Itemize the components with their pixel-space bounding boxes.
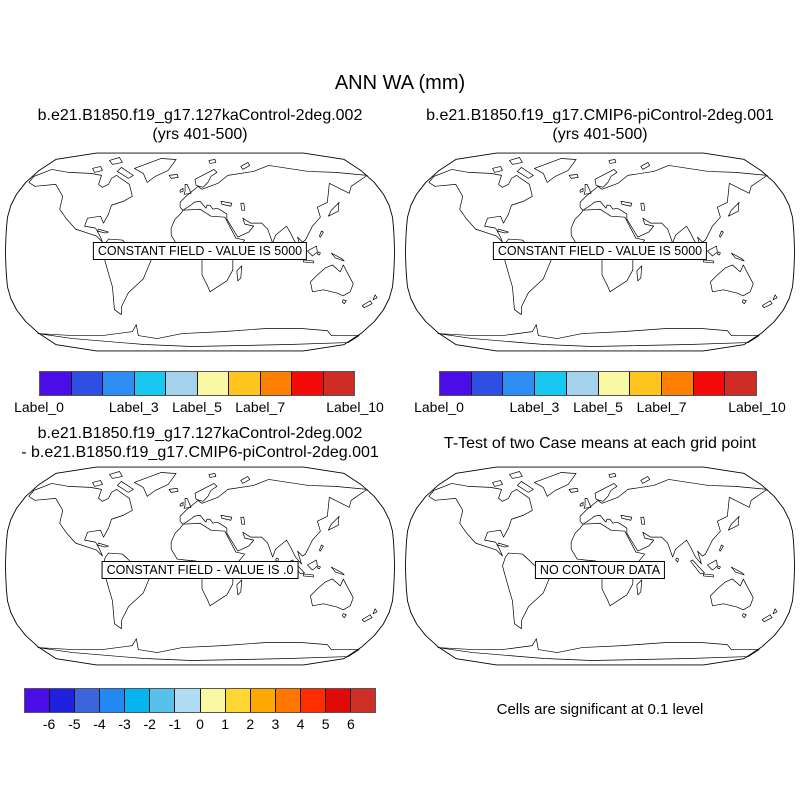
colorbar-segment (25, 689, 50, 712)
colorbar-tick-label: -1 (168, 716, 182, 732)
colorbar-tick-label: Label_5 (172, 399, 222, 415)
colorbar-tick-label: Label_0 (414, 399, 464, 415)
colorbar-segment (502, 372, 535, 395)
colorbar-segment (534, 372, 566, 395)
panel-title-bottom-left: b.e21.B1850.f19_g17.127kaControl-2deg.00… (0, 424, 400, 462)
colorbar-segment (40, 372, 71, 395)
colorbar-segment (692, 372, 725, 395)
colorbar-segment (274, 689, 300, 712)
no-contour-data-label: NO CONTOUR DATA (534, 561, 666, 579)
colorbar-segment (196, 372, 228, 395)
colorbar-tick-label: 6 (346, 716, 355, 732)
colorbar-swatches (39, 371, 355, 396)
panel-title-line1: b.e21.B1850.f19_g17.127kaControl-2deg.00… (37, 425, 363, 442)
colorbar-bottom-left: -6 -5 -4 -3 -2 -1 0 1 2 3 4 5 6 (24, 688, 376, 734)
colorbar-segment (149, 689, 175, 712)
colorbar-swatches (24, 688, 376, 713)
colorbar-segment (724, 372, 757, 395)
colorbar-tick-label: Label_7 (235, 399, 286, 415)
colorbar-tick-labels: Label_0 Label_3 Label_5 Label_7 Label_10 (14, 399, 384, 417)
colorbar-tick-label: -5 (68, 716, 81, 732)
colorbar-segment (350, 689, 376, 712)
colorbar-tick-labels: -6 -5 -4 -3 -2 -1 0 1 2 3 4 5 6 (24, 716, 376, 734)
colorbar-tick-label: Label_3 (108, 399, 159, 415)
colorbar-segment (322, 372, 354, 395)
colorbar-segment (440, 372, 471, 395)
colorbar-segment (597, 372, 630, 395)
colorbar-tick-label: Label_7 (636, 399, 687, 415)
colorbar-segment (249, 689, 275, 712)
colorbar-tick-label: -4 (93, 716, 106, 732)
colorbar-tick-label: 0 (196, 716, 204, 732)
colorbar-segment (224, 689, 250, 712)
colorbar-segment (102, 372, 134, 395)
significance-note: Cells are significant at 0.1 level (496, 701, 704, 718)
colorbar-segment (470, 372, 503, 395)
colorbar-segment (70, 372, 102, 395)
colorbar-tick-label: Label_5 (573, 399, 623, 415)
colorbar-tick-label: 3 (271, 716, 280, 732)
constant-field-label: CONSTANT FIELD - VALUE IS 5000 (92, 242, 308, 260)
panel-title-line2: (yrs 401-500) (552, 126, 648, 143)
colorbar-segment (49, 689, 75, 712)
colorbar-tick-label: 5 (321, 716, 330, 732)
panel-title-line1: b.e21.B1850.f19_g17.CMIP6-piControl-2deg… (426, 107, 774, 124)
page-title: ANN WA (mm) (334, 72, 466, 94)
colorbar-tick-label: Label_10 (728, 399, 786, 415)
colorbar-segment (259, 372, 291, 395)
colorbar-top-right: Label_0 Label_3 Label_5 Label_7 Label_10 (414, 371, 786, 417)
colorbar-segment (74, 689, 100, 712)
panel-title-line1: T-Test of two Case means at each grid po… (443, 435, 757, 452)
constant-field-label: CONSTANT FIELD - VALUE IS .0 (101, 561, 299, 579)
colorbar-segment (324, 689, 351, 712)
colorbar-segment (565, 372, 598, 395)
colorbar-segment (629, 372, 661, 395)
panel-title-line1: b.e21.B1850.f19_g17.127kaControl-2deg.00… (37, 107, 363, 124)
colorbar-segment (299, 689, 325, 712)
colorbar-segment (174, 689, 200, 712)
colorbar-tick-label: -3 (118, 716, 131, 732)
colorbar-tick-label: -2 (143, 716, 156, 732)
panel-title-top-left: b.e21.B1850.f19_g17.127kaControl-2deg.00… (0, 106, 400, 144)
colorbar-tick-label: 1 (221, 716, 230, 732)
colorbar-swatches (439, 371, 757, 396)
colorbar-tick-label: Label_0 (14, 399, 64, 415)
colorbar-segment (99, 689, 125, 712)
colorbar-segment (228, 372, 260, 395)
colorbar-tick-label: 4 (296, 716, 305, 732)
colorbar-segment (165, 372, 197, 395)
panel-title-line2: (yrs 401-500) (152, 126, 248, 143)
colorbar-segment (199, 689, 225, 712)
colorbar-tick-label: -6 (42, 716, 56, 732)
colorbar-tick-labels: Label_0 Label_3 Label_5 Label_7 Label_10 (414, 399, 786, 417)
colorbar-top-left: Label_0 Label_3 Label_5 Label_7 Label_10 (14, 371, 384, 417)
colorbar-segment (660, 372, 693, 395)
colorbar-tick-label: 2 (246, 716, 255, 732)
colorbar-tick-label: Label_10 (326, 399, 384, 415)
colorbar-segment (124, 689, 150, 712)
panel-title-top-right: b.e21.B1850.f19_g17.CMIP6-piControl-2deg… (400, 106, 800, 144)
colorbar-segment (291, 372, 323, 395)
constant-field-label: CONSTANT FIELD - VALUE IS 5000 (492, 242, 708, 260)
colorbar-segment (133, 372, 165, 395)
colorbar-tick-label: Label_3 (509, 399, 560, 415)
panel-title-bottom-right: T-Test of two Case means at each grid po… (400, 434, 800, 453)
panel-title-line2: - b.e21.B1850.f19_g17.CMIP6-piControl-2d… (21, 444, 379, 461)
